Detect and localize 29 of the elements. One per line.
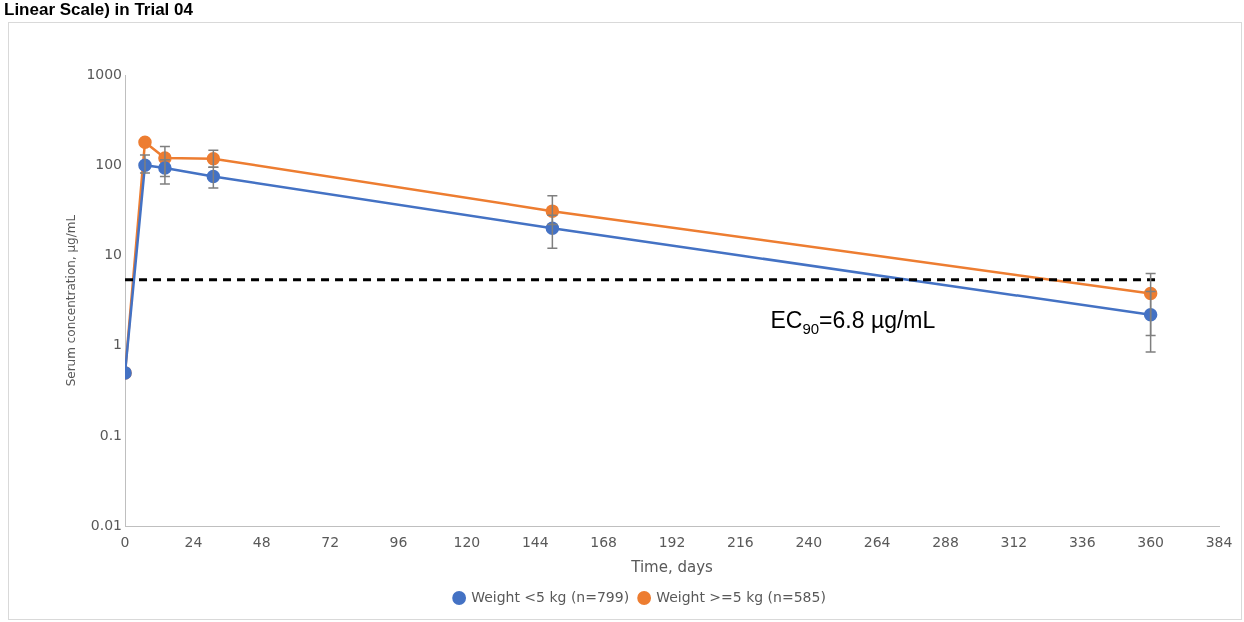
y-tick-label: 1 [113,336,123,353]
y-tick-label: 10 [104,246,123,263]
x-tick-label: 48 [252,534,271,551]
x-tick-label: 264 [863,534,891,551]
x-axis-title: Time, days [630,557,714,576]
chart-title: Linear Scale) in Trial 04 [4,0,193,20]
x-tick-label: 288 [932,534,959,551]
y-tick-label: 0.01 [90,516,123,533]
x-tick-label: 312 [1000,534,1028,551]
point [138,135,152,149]
x-tick-label: 216 [727,534,754,551]
legend-label: Weight >=5 kg (n=585) [656,588,826,605]
x-tick-label: 360 [1137,534,1164,551]
x-tick-label: 336 [1068,534,1096,551]
x-tick-label: 96 [389,534,408,551]
x-tick-label: 120 [453,534,481,551]
x-tick-label: 240 [795,534,823,551]
x-tick-label: 192 [658,534,686,551]
y-tick-label: 1000 [86,65,123,82]
y-axis-title: Serum concentration, µg/mL [64,214,79,387]
x-tick-label: 384 [1205,534,1233,551]
x-tick-label: 0 [120,534,130,551]
x-tick-label: 72 [321,534,340,551]
legend-label: Weight <5 kg (n=799) [471,588,630,605]
x-tick-label: 168 [590,534,618,551]
y-tick-label: 0.1 [99,426,123,443]
x-tick-label: 144 [521,534,549,551]
y-tick-label: 100 [95,155,123,172]
x-tick-label: 24 [184,534,203,551]
